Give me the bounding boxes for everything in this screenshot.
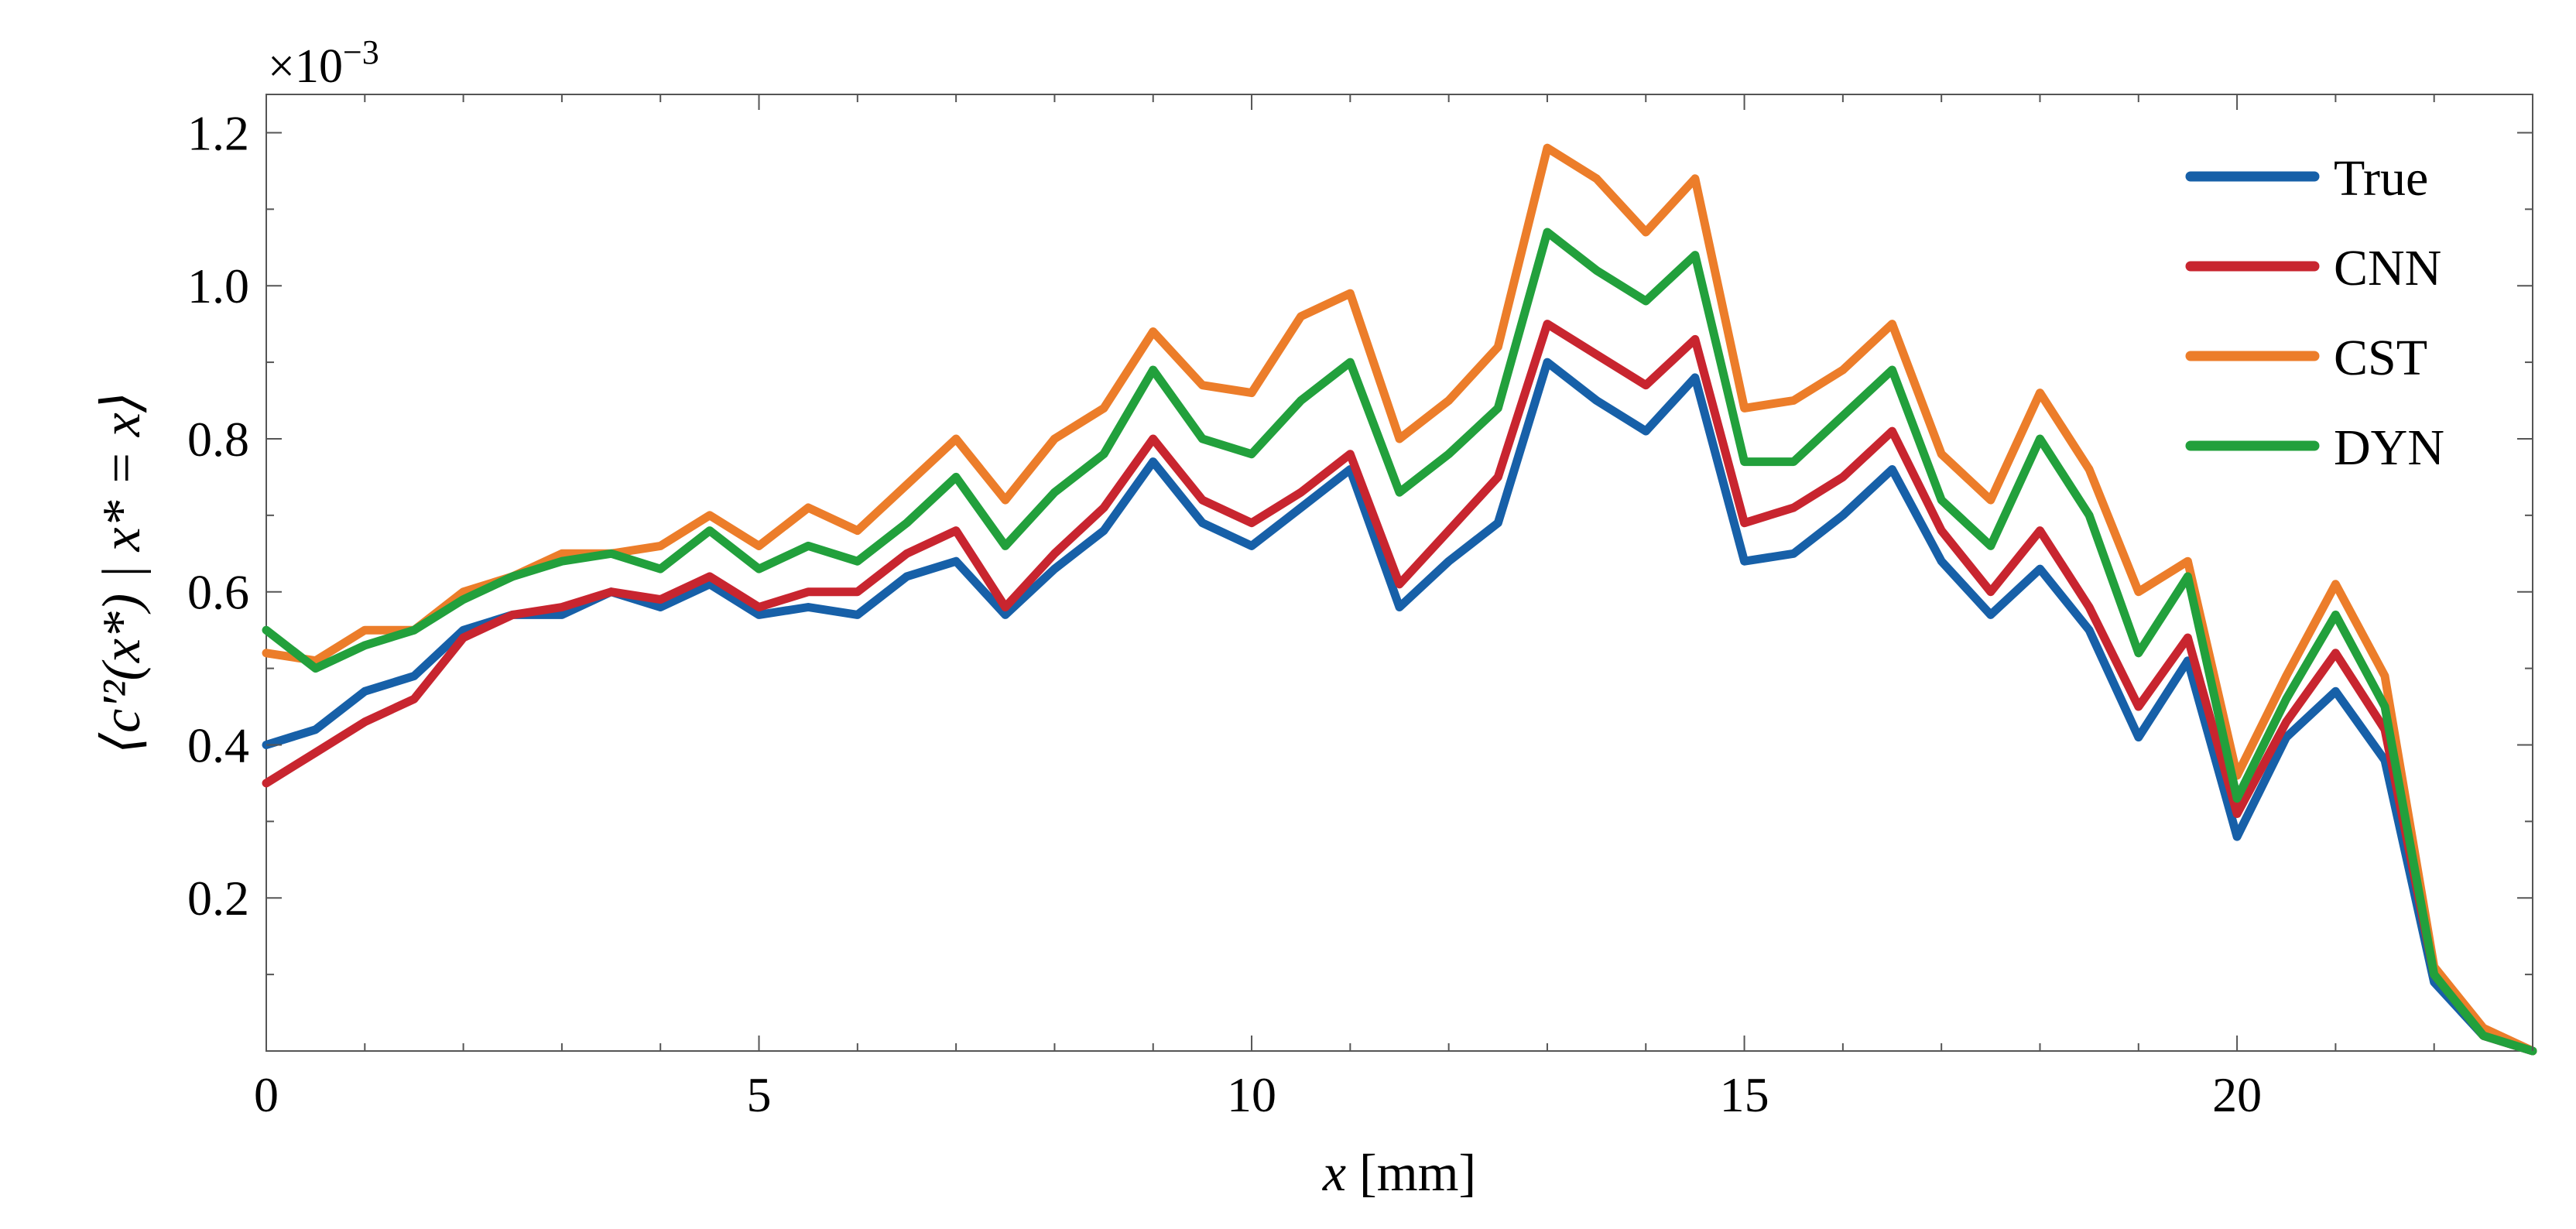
plot-frame bbox=[265, 94, 2533, 1052]
series-line-cnn bbox=[262, 320, 2537, 1056]
x-tick-label: 0 bbox=[254, 1067, 279, 1122]
legend-label-dyn: DYN bbox=[2334, 419, 2444, 476]
x-tick-label: 10 bbox=[1227, 1067, 1276, 1122]
legend-label-cnn: CNN bbox=[2334, 240, 2441, 296]
x-tick-label: 15 bbox=[1720, 1067, 1769, 1122]
y-tick-label: 0.4 bbox=[187, 717, 249, 772]
x-tick-label: 20 bbox=[2212, 1067, 2262, 1122]
series-line-true bbox=[262, 358, 2537, 1056]
y-tick-label: 1.0 bbox=[187, 258, 249, 313]
y-tick-label: 1.2 bbox=[187, 105, 249, 160]
series-lines bbox=[262, 143, 2537, 1056]
legend-label-true: True bbox=[2334, 150, 2428, 207]
legend: True CNN CST DYN bbox=[2185, 150, 2444, 476]
y-tick-label: 0.2 bbox=[187, 871, 249, 926]
x-tick-label: 5 bbox=[747, 1067, 772, 1122]
y-axis-label: ⟨c′²(x*) | x* = x⟩ bbox=[92, 392, 152, 754]
x-axis-label: x [mm] bbox=[1322, 1143, 1476, 1202]
y-axis-multiplier: ×10−3 bbox=[268, 33, 379, 93]
series-line-cst bbox=[262, 143, 2537, 1056]
legend-label-cst: CST bbox=[2334, 330, 2427, 386]
axis-ticks: 0 5 10 15 20 0.2 0.4 0.6 0.8 1.0 1.2 bbox=[187, 94, 2533, 1122]
y-tick-label: 0.8 bbox=[187, 412, 249, 467]
y-tick-label: 0.6 bbox=[187, 565, 249, 620]
series-line-dyn bbox=[262, 228, 2537, 1056]
